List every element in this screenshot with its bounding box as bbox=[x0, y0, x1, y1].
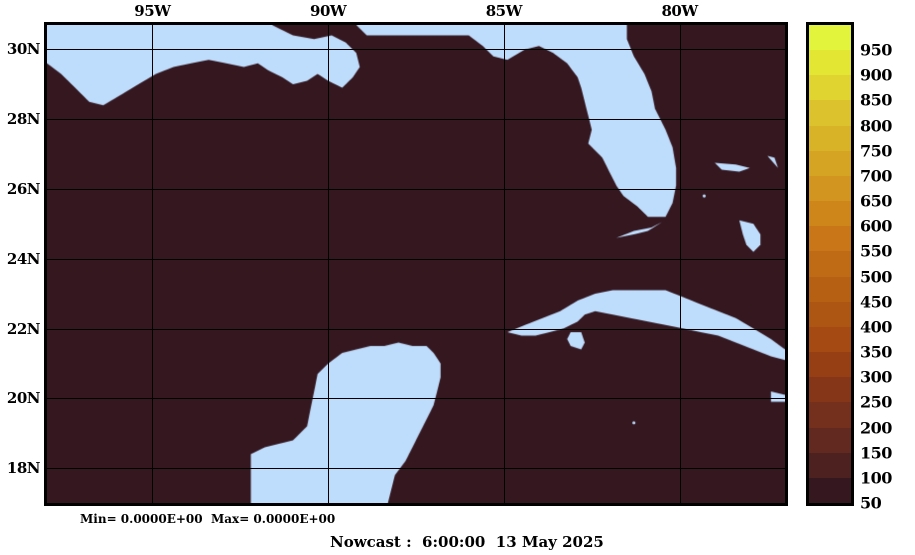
colorbar-tick-900: 900 bbox=[860, 65, 892, 85]
colorbar-tick-750: 750 bbox=[860, 141, 892, 161]
lat-tick-label-18N: 18N bbox=[6, 459, 41, 478]
colorbar[interactable] bbox=[806, 22, 854, 506]
lat-tick-label-20N: 20N bbox=[6, 389, 41, 408]
colorbar-tick-300: 300 bbox=[860, 367, 892, 387]
lon-tick-label-85W: 85W bbox=[485, 2, 523, 20]
nowcast-timestamp: Nowcast : 6:00:00 13 May 2025 bbox=[330, 533, 604, 551]
colorbar-tick-950: 950 bbox=[860, 40, 892, 60]
colorbar-band-0 bbox=[809, 25, 851, 51]
colorbar-band-15 bbox=[809, 402, 851, 428]
colorbar-tick-550: 550 bbox=[860, 241, 892, 261]
colorbar-band-16 bbox=[809, 427, 851, 453]
lon-tick-label-95W: 95W bbox=[134, 2, 171, 20]
colorbar-band-14 bbox=[809, 377, 851, 403]
map-panel[interactable] bbox=[44, 22, 788, 506]
colorbar-tick-650: 650 bbox=[860, 191, 892, 211]
lon-tick-label-80W: 80W bbox=[661, 2, 698, 20]
colorbar-tick-150: 150 bbox=[860, 443, 892, 463]
colorbar-band-10 bbox=[809, 276, 851, 302]
colorbar-tick-500: 500 bbox=[860, 267, 892, 287]
colorbar-tick-700: 700 bbox=[860, 166, 892, 186]
colorbar-band-2 bbox=[809, 75, 851, 101]
colorbar-tick-100: 100 bbox=[860, 468, 892, 488]
colorbar-band-6 bbox=[809, 175, 851, 202]
colorbar-band-3 bbox=[809, 100, 851, 126]
colorbar-band-11 bbox=[809, 301, 851, 327]
colorbar-band-5 bbox=[809, 150, 851, 176]
lat-tick-label-22N: 22N bbox=[6, 319, 41, 338]
colorbar-tick-200: 200 bbox=[860, 418, 892, 438]
colorbar-band-12 bbox=[809, 326, 851, 353]
colorbar-tick-450: 450 bbox=[860, 292, 892, 312]
colorbar-band-18 bbox=[809, 477, 851, 503]
lat-tick-label-24N: 24N bbox=[6, 249, 41, 268]
colorbar-tick-350: 350 bbox=[860, 342, 892, 362]
lat-tick-label-28N: 28N bbox=[6, 110, 41, 129]
colorbar-band-4 bbox=[809, 125, 851, 151]
map-data-layer bbox=[47, 25, 785, 503]
min-max-readout: Min= 0.0000E+00 Max= 0.0000E+00 bbox=[80, 512, 336, 526]
colorbar-tick-600: 600 bbox=[860, 216, 892, 236]
lat-tick-label-30N: 30N bbox=[6, 40, 41, 59]
colorbar-tick-50: 50 bbox=[860, 493, 882, 513]
colorbar-band-17 bbox=[809, 452, 851, 478]
colorbar-band-1 bbox=[809, 50, 851, 76]
colorbar-band-8 bbox=[809, 226, 851, 252]
colorbar-band-9 bbox=[809, 251, 851, 277]
colorbar-tick-850: 850 bbox=[860, 90, 892, 110]
colorbar-tick-250: 250 bbox=[860, 392, 892, 412]
colorbar-tick-400: 400 bbox=[860, 317, 892, 337]
colorbar-band-7 bbox=[809, 201, 851, 227]
colorbar-tick-800: 800 bbox=[860, 116, 892, 136]
lon-tick-label-90W: 90W bbox=[310, 2, 347, 20]
colorbar-band-13 bbox=[809, 352, 851, 378]
lat-tick-label-26N: 26N bbox=[6, 179, 41, 198]
